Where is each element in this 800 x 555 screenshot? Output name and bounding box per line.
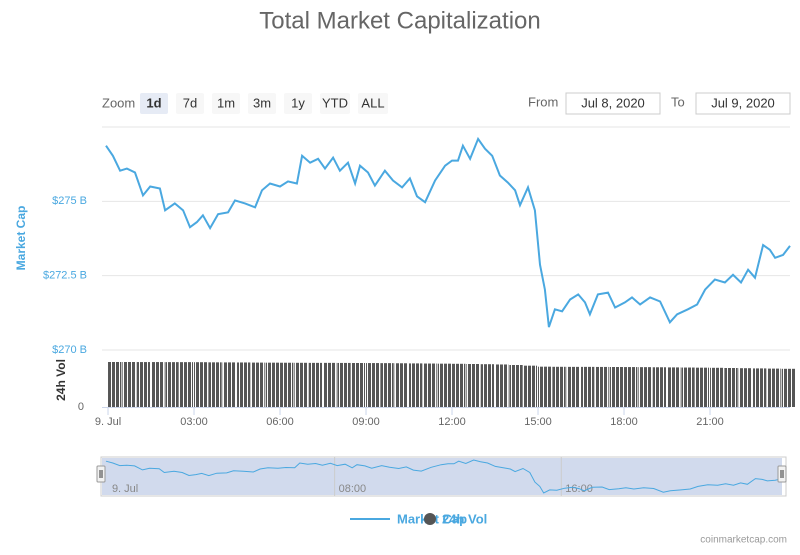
legend-marker <box>424 513 436 525</box>
volume-bar <box>394 363 409 407</box>
volume-bar <box>523 365 538 407</box>
range-button-label: 1m <box>217 95 235 110</box>
to-label: To <box>671 94 685 109</box>
x-tick-label: 06:00 <box>266 416 294 428</box>
navigator-label: 08:00 <box>339 483 367 495</box>
volume-bar <box>323 362 337 407</box>
range-button-label: YTD <box>322 95 348 110</box>
volume-bar <box>265 362 280 407</box>
navigator-label: 9. Jul <box>112 483 138 495</box>
volume-bar <box>165 362 179 407</box>
x-tick-label: 18:00 <box>610 416 638 428</box>
volume-bar <box>437 363 452 407</box>
volume-bar <box>652 367 667 407</box>
volume-bar <box>237 362 251 407</box>
volume-bar <box>724 368 738 407</box>
volume-bar <box>552 366 566 407</box>
volume-bar <box>151 362 165 407</box>
volume-bar <box>480 364 495 407</box>
x-tick-label: 12:00 <box>438 416 466 428</box>
volume-bar <box>609 367 624 407</box>
y-tick-label: $270 B <box>52 344 87 356</box>
navigator-handle[interactable] <box>777 465 787 483</box>
x-tick-label: 09:00 <box>352 416 380 428</box>
volume-bar <box>681 367 695 407</box>
volume-bar <box>423 363 437 407</box>
volume-bar <box>738 368 753 407</box>
volume-bar <box>366 363 380 407</box>
volume-bar <box>566 366 581 407</box>
range-button-label: ALL <box>361 95 384 110</box>
volume-bar <box>108 362 122 407</box>
chart-title: Total Market Capitalization <box>259 7 540 34</box>
y-axis-title: Market Cap <box>14 206 28 271</box>
x-tick-label: 9. Jul <box>95 416 121 428</box>
volume-bar <box>695 367 710 407</box>
y2-tick-label: 0 <box>78 401 84 413</box>
volume-bar <box>194 362 208 407</box>
y-tick-label: $272.5 B <box>43 270 87 282</box>
volume-bar <box>308 362 323 407</box>
credit: coinmarketcap.com <box>700 535 787 546</box>
volume-bar <box>495 364 509 407</box>
volume-bar <box>179 362 194 407</box>
volume-bar <box>409 363 423 407</box>
navigator-handle[interactable] <box>96 465 106 483</box>
y-tick-label: $275 B <box>52 195 87 207</box>
x-tick-label: 03:00 <box>180 416 208 428</box>
volume-bar <box>595 366 609 407</box>
volume-bar <box>710 367 724 407</box>
to-input[interactable] <box>695 92 791 115</box>
volume-bar <box>624 367 638 407</box>
volume-bar <box>380 363 394 407</box>
volume-bar <box>538 366 552 407</box>
volume-bar <box>337 362 351 407</box>
x-tick-label: 21:00 <box>696 416 724 428</box>
volume-bar <box>667 367 681 407</box>
range-button[interactable] <box>248 93 276 114</box>
volume-bar <box>280 362 294 407</box>
volume-bar <box>509 365 523 407</box>
volume-bar <box>294 362 308 407</box>
range-button-label: 3m <box>253 95 271 110</box>
volume-bar <box>222 362 237 407</box>
from-input[interactable] <box>565 92 661 115</box>
market-cap-line <box>105 136 791 328</box>
volume-bar <box>251 362 265 407</box>
volume-bar <box>136 362 151 407</box>
to-value: Jul 9, 2020 <box>711 95 775 110</box>
volume-bar <box>767 368 781 407</box>
volume-bar <box>351 363 366 407</box>
volume-bar <box>753 368 767 407</box>
range-button[interactable] <box>140 93 168 114</box>
volume-bar <box>452 363 466 407</box>
range-button[interactable] <box>212 93 240 114</box>
range-button[interactable] <box>284 93 312 114</box>
zoom-label: Zoom <box>102 95 135 110</box>
volume-bar <box>781 368 796 407</box>
volume-bar <box>208 362 222 407</box>
volume-bar <box>466 364 480 407</box>
navigator-window <box>102 458 782 495</box>
from-label: From <box>528 94 558 109</box>
y2-axis-title: 24h Vol <box>54 359 68 401</box>
range-button-label: 1y <box>291 95 305 110</box>
volume-bar <box>581 366 595 407</box>
x-tick-label: 15:00 <box>524 416 552 428</box>
range-button[interactable] <box>176 93 204 114</box>
range-button[interactable] <box>320 93 350 114</box>
range-button[interactable] <box>358 93 388 114</box>
range-button-label: 7d <box>183 95 197 110</box>
from-value: Jul 8, 2020 <box>581 95 645 110</box>
volume-bar <box>122 362 136 407</box>
range-button-label: 1d <box>146 95 161 110</box>
legend-label[interactable]: 24h Vol <box>442 511 487 526</box>
volume-bar <box>638 367 652 407</box>
navigator-line <box>105 459 783 494</box>
